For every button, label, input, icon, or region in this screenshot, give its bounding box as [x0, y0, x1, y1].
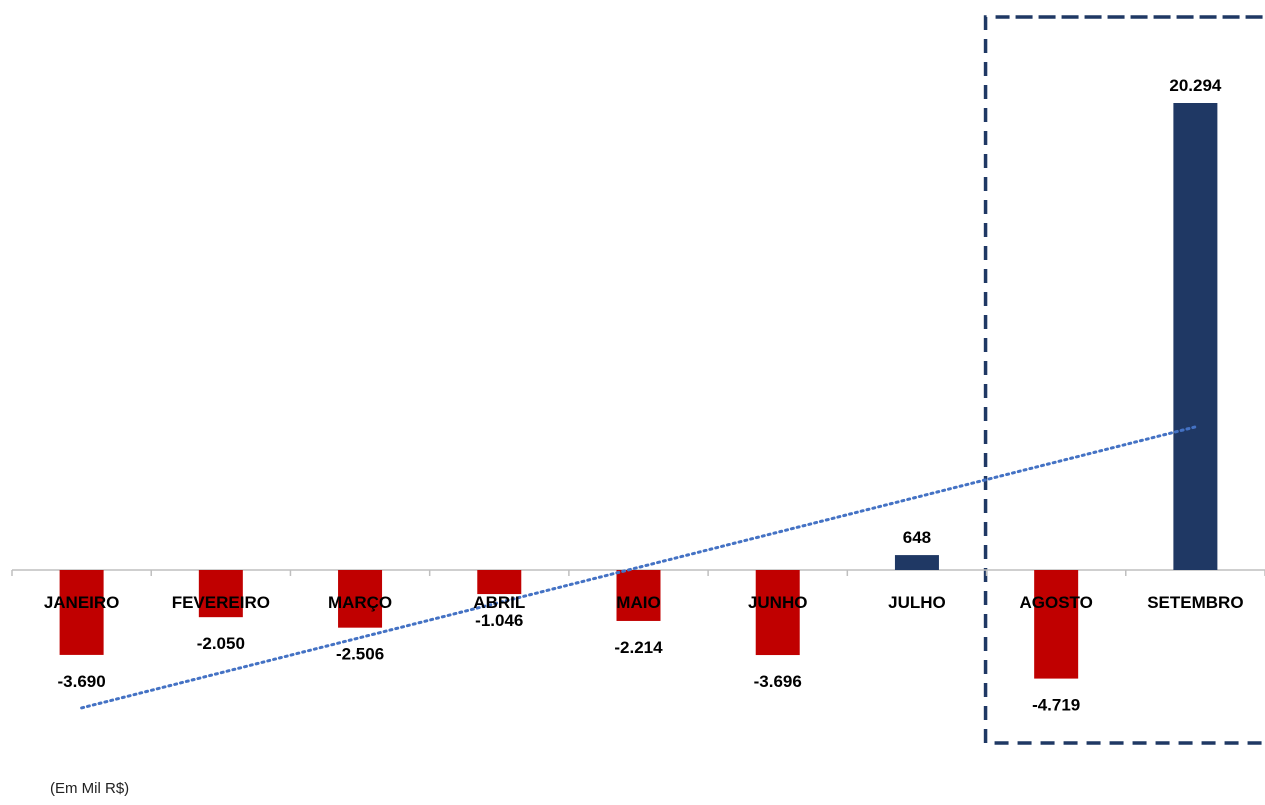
- category-label: ABRIL: [473, 593, 525, 612]
- bar-julho: [894, 555, 939, 570]
- value-label: -2.214: [614, 638, 663, 657]
- value-label: -3.696: [754, 672, 802, 691]
- category-label: FEVEREIRO: [172, 593, 270, 612]
- bar-agosto: [1034, 570, 1079, 679]
- category-label: MAIO: [616, 593, 660, 612]
- bar-fevereiro: [198, 570, 243, 618]
- category-label: JUNHO: [748, 593, 808, 612]
- bar-março: [338, 570, 383, 628]
- category-label: AGOSTO: [1019, 593, 1092, 612]
- bar-setembro: [1173, 103, 1218, 570]
- category-label: JULHO: [888, 593, 946, 612]
- value-label: 648: [903, 528, 931, 547]
- value-label: -4.719: [1032, 696, 1080, 715]
- value-label: -1.046: [475, 611, 523, 630]
- bar-janeiro: [59, 570, 104, 655]
- category-label: MARÇO: [328, 593, 392, 612]
- value-label: -3.690: [58, 672, 106, 691]
- unit-note: (Em Mil R$): [50, 780, 130, 797]
- value-label: -2.050: [197, 634, 245, 653]
- trendline: [80, 425, 1197, 710]
- bar-maio: [616, 570, 661, 621]
- highlight-box: [983, 15, 1265, 745]
- bar-junho: [755, 570, 800, 656]
- category-label: JANEIRO: [44, 593, 120, 612]
- value-label: 20.294: [1169, 76, 1222, 95]
- bar-abril: [477, 570, 522, 595]
- value-label: -2.506: [336, 645, 384, 664]
- category-label: SETEMBRO: [1147, 593, 1243, 612]
